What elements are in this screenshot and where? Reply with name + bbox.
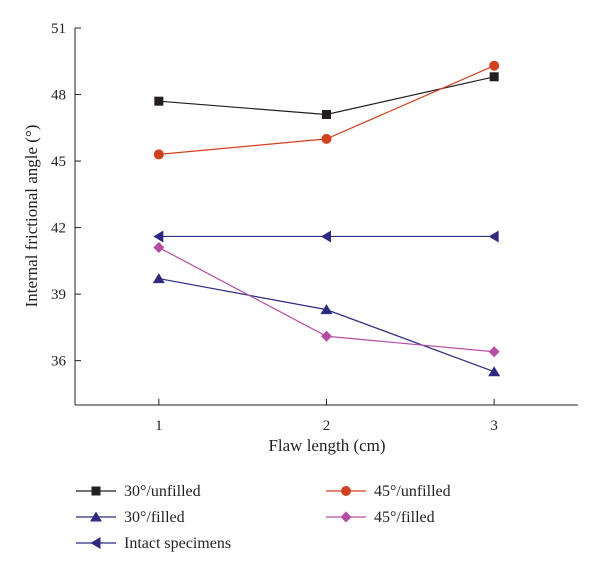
x-axis-title: Flaw length (cm) <box>268 436 385 455</box>
x-tick-label: 3 <box>490 418 498 434</box>
series-1 <box>153 60 500 160</box>
y-axis-title: Internal frictional angle (°) <box>22 125 41 308</box>
plot-area: 36 39 42 45 48 51 1 2 3 <box>51 21 578 434</box>
y-tick-label: 39 <box>51 287 66 303</box>
legend: 30°/unfilled 45°/unfilled 30°/filled 45°/fi… <box>76 483 451 552</box>
legend-marker <box>91 486 101 496</box>
data-point <box>488 346 500 358</box>
series-2 <box>152 273 501 377</box>
legend-label: 45°/unfilled <box>374 483 451 500</box>
y-tick-label: 36 <box>51 354 67 370</box>
data-point <box>321 330 332 342</box>
x-tick-label: 2 <box>323 418 331 434</box>
series-3 <box>153 242 500 358</box>
data-point <box>153 149 164 160</box>
y-tick-label: 51 <box>51 21 66 37</box>
y-tick-label: 45 <box>51 154 66 170</box>
legend-item: 45°/filled <box>326 509 435 526</box>
series-0 <box>154 72 499 119</box>
data-point <box>320 304 333 315</box>
data-point <box>154 96 164 106</box>
series-line <box>158 76 495 116</box>
legend-marker <box>90 511 102 522</box>
y-tick-label: 42 <box>51 221 66 237</box>
legend-marker <box>341 486 351 496</box>
legend-marker <box>90 537 101 549</box>
x-axis-ticks: 1 2 3 <box>155 399 498 434</box>
data-point <box>153 242 165 254</box>
legend-label: 30°/unfilled <box>124 483 201 500</box>
data-point <box>489 60 500 71</box>
legend-label: Intact specimens <box>124 535 231 552</box>
data-point <box>322 109 331 119</box>
data-point <box>321 133 332 144</box>
data-point <box>153 230 164 243</box>
data-point <box>152 273 165 284</box>
y-tick-label: 48 <box>51 88 66 104</box>
legend-label: 30°/filled <box>124 509 185 526</box>
legend-label: 45°/filled <box>374 509 435 526</box>
legend-item: 45°/unfilled <box>326 483 451 500</box>
series-line <box>158 278 495 373</box>
data-point <box>489 72 499 82</box>
data-point <box>321 230 331 243</box>
legend-item: Intact specimens <box>76 535 231 552</box>
legend-marker <box>340 511 352 523</box>
data-point <box>488 230 499 243</box>
y-axis-ticks: 36 39 42 45 48 51 <box>51 21 81 370</box>
x-tick-label: 1 <box>155 418 163 434</box>
series-4 <box>153 230 499 243</box>
legend-item: 30°/filled <box>76 509 185 526</box>
data-point <box>488 366 501 377</box>
legend-item: 30°/unfilled <box>76 483 201 500</box>
series-layer <box>152 60 501 377</box>
